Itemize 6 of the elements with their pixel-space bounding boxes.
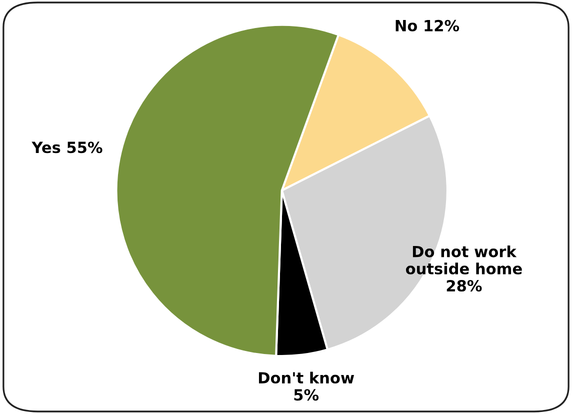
- data-label: 5%: [294, 389, 319, 401]
- slice-label: Don't know: [258, 372, 354, 384]
- slice-label: Do not work outside home: [406, 245, 522, 274]
- data-label: 28%: [446, 280, 482, 292]
- slice-label: Yes 55%: [32, 142, 102, 154]
- slice-label: No 12%: [396, 20, 460, 32]
